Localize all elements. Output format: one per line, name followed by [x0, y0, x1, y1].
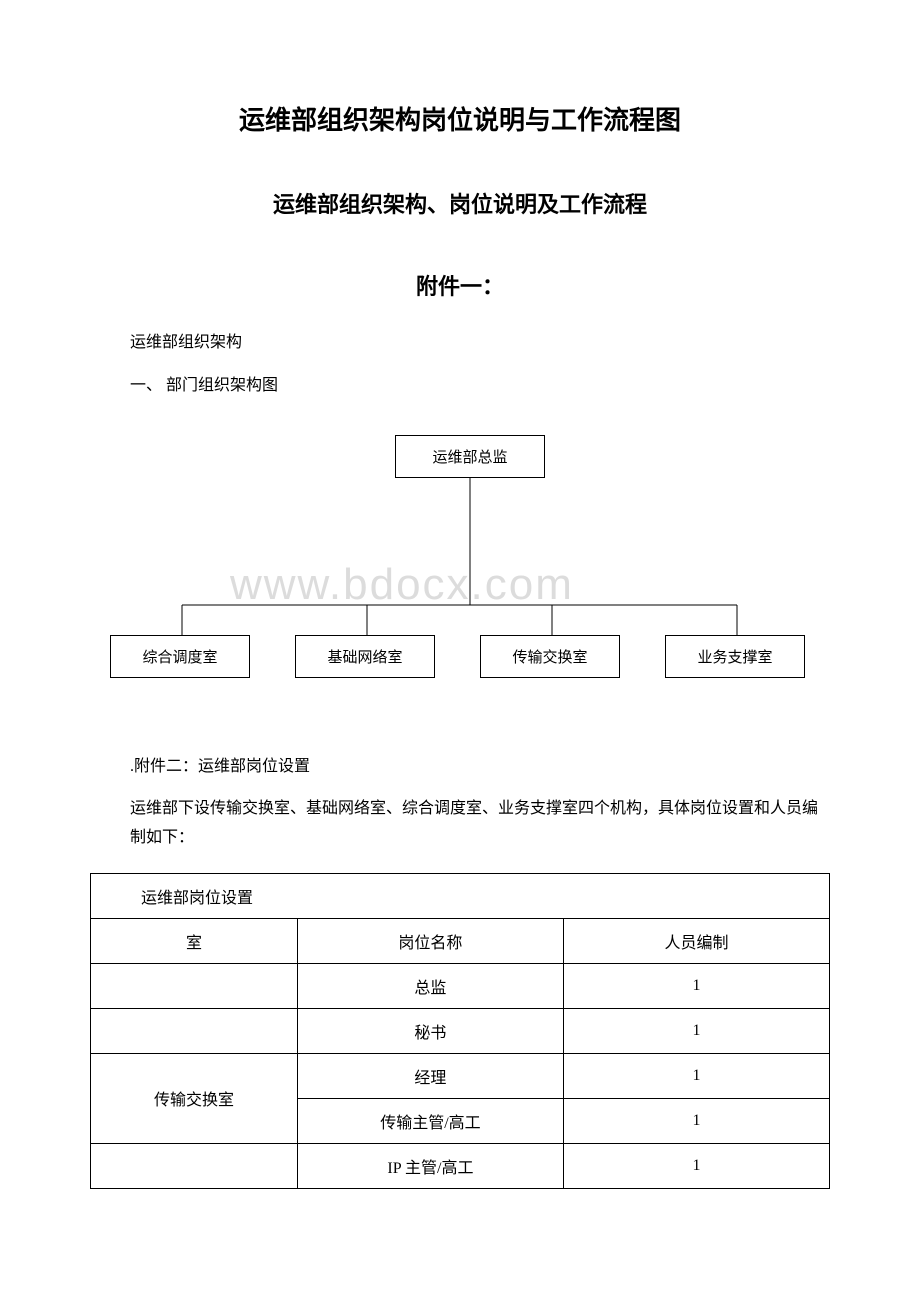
org-chart: www.bdocx.com 运维部总监 综合调度室 基础网络室 传输交换室 业务… [110, 435, 810, 715]
table-row: 传输交换室 经理 1 [91, 1053, 830, 1098]
table-row: 运维部岗位设置 [91, 873, 830, 918]
org-box-child-2: 基础网络室 [295, 635, 435, 678]
attachment-one-title: 附件一： [90, 269, 830, 301]
table-cell-count: 1 [563, 1008, 829, 1053]
table-row: IP 主管/高工 1 [91, 1143, 830, 1188]
table-title-cell: 运维部岗位设置 [91, 873, 830, 918]
table-cell-position: 总监 [297, 963, 563, 1008]
org-box-child-3: 传输交换室 [480, 635, 620, 678]
table-header-position: 岗位名称 [297, 918, 563, 963]
table-header-count: 人员编制 [563, 918, 829, 963]
table-cell-position: IP 主管/高工 [297, 1143, 563, 1188]
org-box-child-4: 业务支撑室 [665, 635, 805, 678]
attachment-two-title: .附件二：运维部岗位设置 [90, 755, 830, 779]
org-box-root: 运维部总监 [395, 435, 545, 478]
table-row: 室 岗位名称 人员编制 [91, 918, 830, 963]
subtitle: 运维部组织架构、岗位说明及工作流程 [90, 187, 830, 219]
table-row: 总监 1 [91, 963, 830, 1008]
main-title: 运维部组织架构岗位说明与工作流程图 [90, 100, 830, 137]
table-cell-count: 1 [563, 1143, 829, 1188]
table-cell-position: 秘书 [297, 1008, 563, 1053]
table-cell-dept-merged: 传输交换室 [91, 1053, 298, 1143]
table-cell-count: 1 [563, 963, 829, 1008]
section-heading: 一、 部门组织架构图 [90, 371, 830, 395]
table-cell-dept [91, 1143, 298, 1188]
table-cell-dept [91, 963, 298, 1008]
table-header-dept: 室 [91, 918, 298, 963]
table-cell-position: 经理 [297, 1053, 563, 1098]
description-paragraph: 运维部下设传输交换室、基础网络室、综合调度室、业务支撑室四个机构，具体岗位设置和… [90, 795, 830, 853]
table-cell-count: 1 [563, 1098, 829, 1143]
table-cell-position: 传输主管/高工 [297, 1098, 563, 1143]
table-cell-dept [91, 1008, 298, 1053]
org-box-child-1: 综合调度室 [110, 635, 250, 678]
table-row: 秘书 1 [91, 1008, 830, 1053]
position-table: 运维部岗位设置 室 岗位名称 人员编制 总监 1 秘书 1 传输交换室 经理 1… [90, 873, 830, 1189]
table-cell-count: 1 [563, 1053, 829, 1098]
org-structure-text: 运维部组织架构 [90, 331, 830, 355]
